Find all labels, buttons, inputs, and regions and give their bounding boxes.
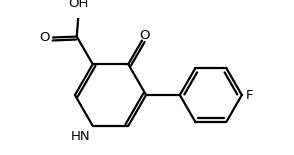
Text: O: O — [140, 29, 150, 42]
Text: OH: OH — [69, 0, 89, 10]
Text: O: O — [39, 31, 49, 44]
Text: F: F — [246, 89, 253, 102]
Text: HN: HN — [70, 130, 90, 143]
